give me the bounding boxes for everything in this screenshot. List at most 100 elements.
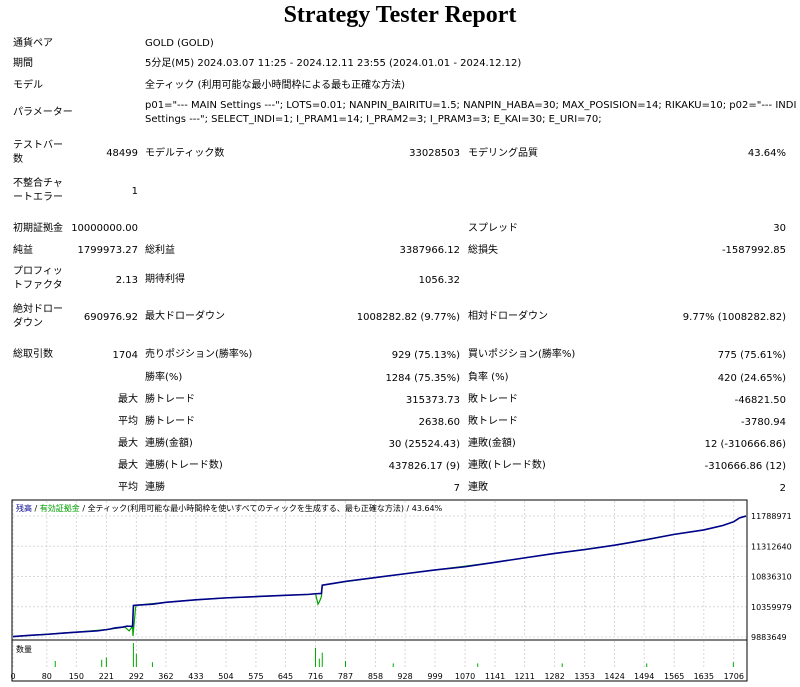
abs-drawdown-label-line1: 絶対ドロー	[13, 304, 63, 315]
quality-label: モデリング品質	[468, 148, 538, 159]
chart-legend: 残高 / 有効証拠金 / 全ティック(利用可能な最小時間枠を使いすべてのティック…	[16, 503, 443, 513]
params-label: パラメーター	[13, 107, 73, 118]
chart-frame	[11, 499, 748, 682]
x-tick-label: 575	[248, 672, 263, 681]
average-consecutive-wins-label: 連勝	[145, 482, 165, 493]
max-drawdown-label: 最大ドローダウン	[145, 311, 225, 322]
chart-grid	[12, 501, 746, 667]
gross-profit-value: 3387966.12	[399, 245, 460, 256]
x-tick-label: 716	[308, 672, 323, 681]
average-consecutive-losses-value: 2	[779, 483, 786, 494]
expected-payoff-label: 期待利得	[145, 274, 185, 285]
volume-label: 数量	[16, 644, 32, 654]
legend-description: / 全ティック(利用可能な最小時間枠を使いすべてのティックを生成する、最も正確な…	[80, 503, 443, 513]
average-win-value: 2638.60	[418, 417, 460, 428]
average-prefix: 平均	[118, 416, 138, 427]
report-title: Strategy Tester Report	[283, 2, 517, 28]
max-drawdown-value: 1008282.82 (9.77%)	[356, 312, 460, 323]
deposit-value: 10000000.00	[71, 223, 138, 234]
model-value: 全ティック (利用可能な最小時間枠による最も正確な方法)	[145, 80, 406, 91]
balance-line	[12, 515, 747, 638]
y-tick-label: 9883649	[751, 633, 787, 642]
x-tick-label: 150	[69, 672, 84, 681]
net-profit-label: 純益	[13, 245, 33, 256]
balance-chart: 988364910359979108363101131264011788971 …	[10, 499, 792, 682]
ticks-label: モデルティック数	[145, 148, 225, 159]
total-trades-value: 1704	[112, 350, 138, 361]
spread-label: スプレッド	[468, 223, 518, 234]
rel-drawdown-value: 9.77% (1008282.82)	[682, 312, 786, 323]
max-consecutive-losses-label: 連敗(金額)	[468, 438, 516, 449]
profit-factor-value: 2.13	[115, 275, 138, 286]
symbol-label: 通貨ペア	[13, 38, 53, 49]
gross-loss-value: -1587992.85	[721, 245, 786, 256]
expected-payoff-value: 1056.32	[418, 275, 460, 286]
symbol-value: GOLD (GOLD)	[145, 38, 214, 49]
x-tick-label: 1706	[724, 672, 744, 681]
win-rate-value: 1284 (75.35%)	[385, 373, 460, 384]
max-consecutive-profit-label: 連勝(トレード数)	[145, 460, 223, 471]
y-axis-ticks: 9883649 10359979 10836310 11312640 11788971	[751, 512, 792, 642]
max-consecutive-losses-value: 12 (-310666.86)	[704, 439, 786, 450]
largest-loss-value: -46821.50	[734, 395, 786, 406]
max-consecutive-prefix: 最大	[118, 438, 138, 449]
x-tick-label: 1494	[634, 672, 654, 681]
x-tick-label: 292	[129, 672, 144, 681]
max-consecutive-profit-prefix: 最大	[118, 460, 138, 471]
largest-win-value: 315373.73	[405, 395, 460, 406]
x-tick-label: 221	[99, 672, 114, 681]
y-tick-label: 11788971	[751, 512, 792, 521]
y-tick-label: 10836310	[751, 573, 792, 582]
x-tick-label: 787	[338, 672, 353, 681]
max-consecutive-wins-label: 連勝(金額)	[145, 438, 193, 449]
net-profit-value: 1799973.27	[77, 245, 138, 256]
x-tick-label: 999	[427, 672, 442, 681]
bars-label-line1: テストバー	[13, 140, 63, 151]
average-consecutive-losses-label: 連敗	[468, 482, 488, 493]
bars-label-line2: 数	[13, 154, 23, 165]
deposit-label: 初期証拠金	[13, 223, 63, 234]
x-tick-label: 1282	[544, 672, 564, 681]
abs-drawdown-value: 690976.92	[83, 312, 138, 323]
win-rate-label: 勝率(%)	[145, 372, 183, 383]
gross-profit-label: 総利益	[145, 245, 175, 256]
profit-factor-label-line1: プロフィッ	[13, 266, 63, 277]
legend-separator: /	[32, 504, 40, 513]
x-tick-label: 1635	[694, 672, 714, 681]
spread-value: 30	[773, 223, 786, 234]
abs-drawdown-label-line2: ダウン	[13, 318, 43, 329]
max-consecutive-loss-value: -310666.86 (12)	[704, 461, 786, 472]
volume-bars	[54, 643, 734, 667]
period-label: 期間	[13, 58, 33, 69]
x-tick-label: 1424	[604, 672, 624, 681]
rel-drawdown-label: 相対ドローダウン	[468, 311, 548, 322]
x-tick-label: 1211	[514, 672, 534, 681]
x-tick-label: 858	[368, 672, 383, 681]
x-tick-label: 1565	[664, 672, 684, 681]
largest-win-label: 勝トレード	[145, 394, 195, 405]
loss-rate-value: 420 (24.65%)	[717, 373, 786, 384]
long-positions-label: 買いポジション(勝率%)	[468, 349, 576, 360]
params-value-line1: p01="--- MAIN Settings ---"; LOTS=0.01; …	[145, 100, 797, 111]
loss-rate-label: 負率 (%)	[468, 372, 509, 383]
x-tick-label: 362	[158, 672, 173, 681]
legend-balance: 残高	[16, 503, 32, 513]
max-consecutive-profit-value: 437826.17 (9)	[388, 461, 460, 472]
long-positions-value: 775 (75.61%)	[717, 350, 786, 361]
x-tick-label: 1353	[574, 672, 594, 681]
mismatch-label-line1: 不整合チャ	[13, 178, 63, 189]
short-positions-value: 929 (75.13%)	[391, 350, 460, 361]
x-tick-label: 928	[397, 672, 412, 681]
average-consecutive-wins-value: 7	[453, 483, 460, 494]
x-tick-label: 1070	[455, 672, 475, 681]
largest-loss-label: 敗トレード	[468, 394, 518, 405]
x-tick-label: 645	[278, 672, 293, 681]
y-tick-label: 10359979	[751, 603, 792, 612]
x-tick-label: 80	[42, 672, 52, 681]
largest-prefix: 最大	[118, 394, 138, 405]
period-value: 5分足(M5) 2024.03.07 11:25 - 2024.12.11 23…	[145, 58, 522, 69]
params-value-line2: Settings ---"; SELECT_INDI=1; I_PRAM1=14…	[145, 114, 602, 125]
y-tick-label: 11312640	[751, 542, 792, 551]
max-consecutive-loss-label: 連敗(トレード数)	[468, 460, 546, 471]
bars-value: 48499	[106, 148, 138, 159]
